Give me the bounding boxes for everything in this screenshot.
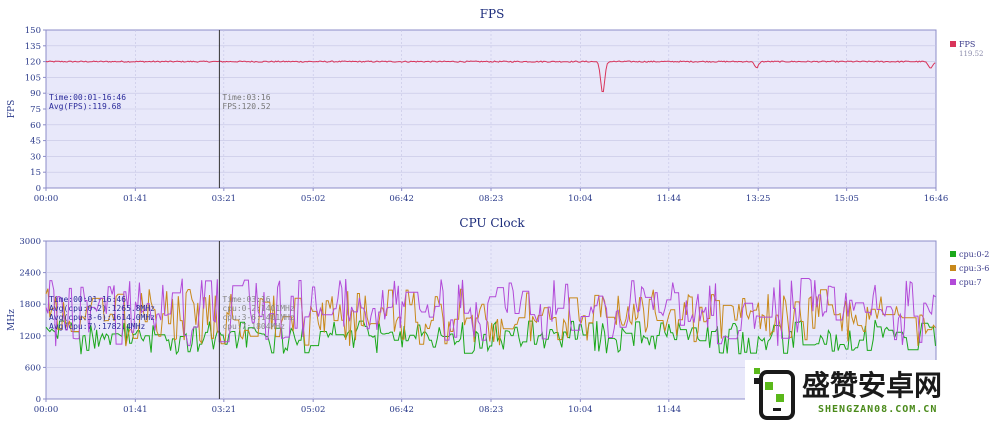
fps-x-tick-label: 06:42 xyxy=(389,194,414,204)
cpu-y-axis-label: MHz xyxy=(7,309,17,331)
fps-x-tick-label: 08:23 xyxy=(479,194,504,204)
fps-y-tick-label: 0 xyxy=(36,184,41,194)
watermark-url: SHENGZAN08.COM.CN xyxy=(818,404,937,415)
fps-y-tick-label: 30 xyxy=(30,152,41,162)
fps-x-tick-label: 15:05 xyxy=(834,194,859,204)
fps-x-tick-label: 13:25 xyxy=(746,194,771,204)
cpu-legend-label-cpu7: cpu:7 xyxy=(959,278,982,287)
fps-legend: FPS 119.52 xyxy=(950,40,984,58)
cpu-cursor-time: Time:03:16 xyxy=(222,295,270,304)
fps-y-tick-label: 60 xyxy=(30,121,41,131)
fps-x-tick-label: 10:04 xyxy=(568,194,593,204)
fps-cursor-value: FPS:120.52 xyxy=(222,102,270,111)
cpu-x-tick-label: 10:04 xyxy=(568,405,593,415)
cpu-x-tick-label: 05:02 xyxy=(301,405,326,415)
fps-chart: FPS 0 15 30 45 60 75 90 105 120 135 150 00:00 01:41… xyxy=(7,7,984,204)
cpu-x-tick-label: 11:44 xyxy=(657,405,682,415)
cpu-y-tick-label: 1800 xyxy=(19,300,41,310)
cpu-summary-avg-cpu0-2: Avg(cpu:0-2):1265.8MHz xyxy=(49,304,155,313)
fps-legend-swatch xyxy=(950,41,956,47)
watermark-brand-cn: 盛赞安卓网 xyxy=(802,369,942,402)
cpu-x-tick-label: 08:23 xyxy=(479,405,504,415)
fps-x-axis-ticks: 00:00 01:41 03:21 05:02 06:42 08:23 10:04 11:44… xyxy=(34,188,949,204)
fps-y-axis-label: FPS xyxy=(7,100,17,118)
cpu-summary-avg-cpu3-6: Avg(cpu:3-6):1614.0MHz xyxy=(49,313,155,322)
fps-y-axis-ticks: 0 15 30 45 60 75 90 105 120 135 150 xyxy=(25,26,46,194)
cpu-y-axis-ticks: 0 600 1200 1800 2400 3000 xyxy=(19,237,46,405)
cpu-summary-time: Time:00:01-16:46 xyxy=(49,295,126,304)
cpu-chart-title: CPU Clock xyxy=(459,216,525,230)
fps-x-tick-label: 16:46 xyxy=(924,194,949,204)
cpu-legend-label-cpu3-6: cpu:3-6 xyxy=(959,264,989,273)
fps-y-tick-label: 150 xyxy=(25,26,41,36)
fps-y-tick-label: 75 xyxy=(30,105,41,115)
phone-logo-icon xyxy=(754,368,795,420)
fps-x-tick-label: 01:41 xyxy=(123,194,148,204)
cpu-y-tick-label: 3000 xyxy=(19,237,41,247)
cpu-cursor-cpu3-6: cpu:3-6:1401MHz xyxy=(222,313,294,322)
cpu-series-line-cpu7 xyxy=(45,278,936,347)
fps-series-line xyxy=(45,60,936,93)
fps-x-tick-label: 03:21 xyxy=(212,194,237,204)
cpu-legend-label-cpu0-2: cpu:0-2 xyxy=(959,250,989,259)
cpu-legend: cpu:0-2 cpu:3-6 cpu:7 xyxy=(950,250,989,287)
fps-y-tick-label: 90 xyxy=(30,89,41,99)
cpu-cursor-cpu0-2: cpu:0-2:1401MHz xyxy=(222,304,294,313)
cpu-y-tick-label: 600 xyxy=(25,363,41,373)
cpu-x-tick-label: 03:21 xyxy=(212,405,237,415)
fps-cursor-time: Time:03:16 xyxy=(222,93,270,102)
cpu-x-tick-label: 01:41 xyxy=(123,405,148,415)
cpu-x-tick-label: 06:42 xyxy=(389,405,414,415)
fps-gridlines xyxy=(46,30,936,188)
fps-y-tick-label: 105 xyxy=(25,73,41,83)
cpu-y-tick-label: 1200 xyxy=(19,332,41,342)
cpu-x-tick-label: 00:00 xyxy=(34,405,59,415)
cpu-summary-avg-cpu7: Avg(cpu:7):1782.4MHz xyxy=(49,322,146,331)
fps-y-tick-label: 120 xyxy=(25,58,41,68)
cpu-clock-chart: CPU Clock 0 600 1200 1800 2400 3000 00:00 01:4… xyxy=(7,216,989,415)
fps-y-tick-label: 135 xyxy=(25,42,41,52)
cpu-y-tick-label: 0 xyxy=(36,395,41,405)
cpu-legend-swatch-cpu3-6 xyxy=(950,265,956,271)
fps-y-tick-label: 15 xyxy=(30,168,41,178)
fps-chart-title: FPS xyxy=(480,7,505,21)
fps-y-tick-label: 45 xyxy=(30,137,41,147)
fps-x-tick-label: 00:00 xyxy=(34,194,59,204)
cpu-y-tick-label: 2400 xyxy=(19,269,41,279)
cpu-cursor-readout: Time:03:16 cpu:0-2:1401MHz cpu:3-6:1401M… xyxy=(222,295,294,331)
fps-x-tick-label: 11:44 xyxy=(657,194,682,204)
fps-x-tick-label: 05:02 xyxy=(301,194,326,204)
fps-legend-label: FPS xyxy=(959,40,975,49)
cpu-cursor-cpu7: cpu:7:1804MHz xyxy=(222,322,285,331)
cpu-series-line-cpu3-6 xyxy=(45,288,936,347)
cpu-legend-swatch-cpu7 xyxy=(950,279,956,285)
cpu-legend-swatch-cpu0-2 xyxy=(950,251,956,257)
watermark: 盛赞安卓网 SHENGZAN08.COM.CN xyxy=(745,360,1000,424)
fps-summary-avg: Avg(FPS):119.68 xyxy=(49,102,121,111)
cpu-summary: Time:00:01-16:46 Avg(cpu:0-2):1265.8MHz … xyxy=(49,295,155,331)
fps-legend-value: 119.52 xyxy=(959,50,984,58)
fps-summary-time: Time:00:01-16:46 xyxy=(49,93,126,102)
